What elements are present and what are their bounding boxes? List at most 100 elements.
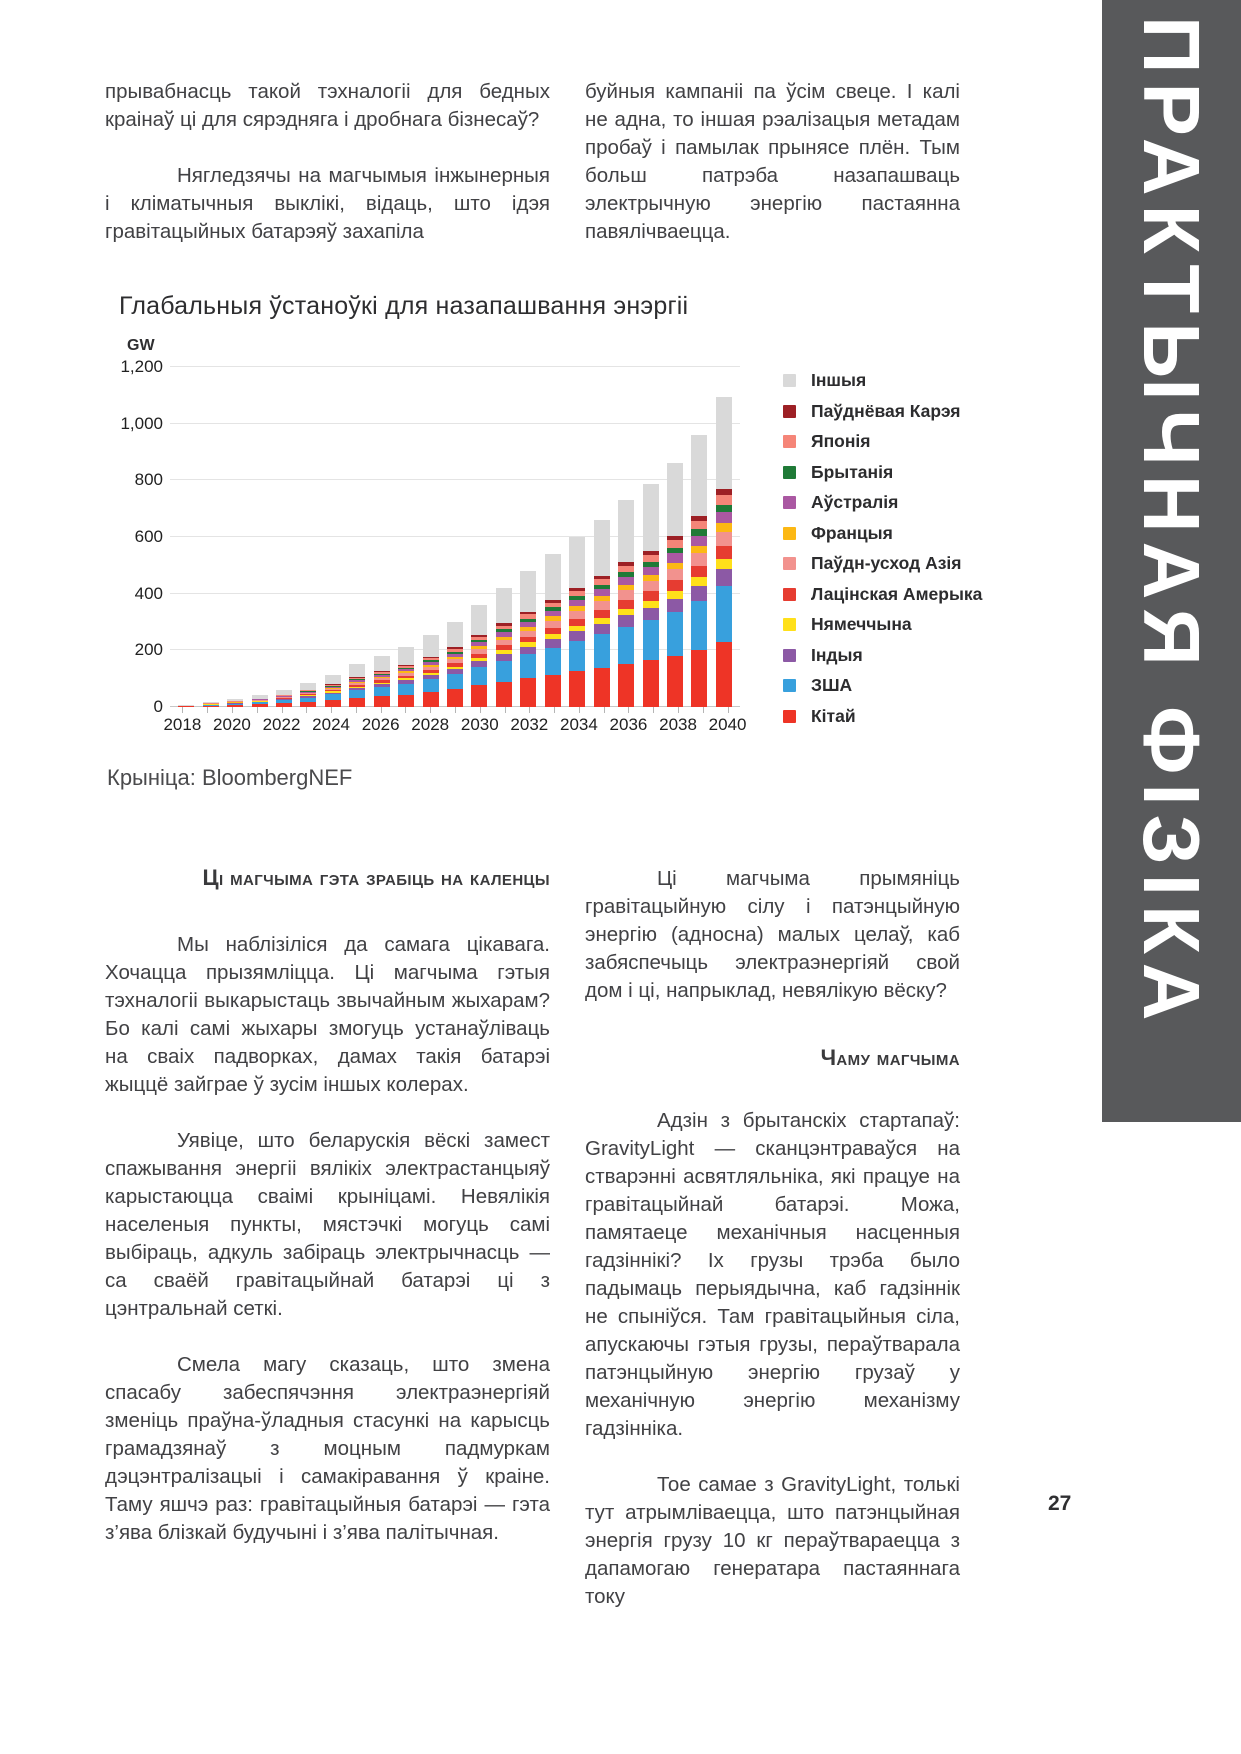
x-axis: 2018 2020 2022 2024 2026 2028 2030 2032 2034 2036…	[163, 707, 747, 737]
bar-segment	[691, 545, 708, 554]
bar-segment	[520, 630, 537, 637]
x-tick-label: 2018	[163, 715, 202, 734]
bar-segment	[398, 665, 415, 668]
bar-segment	[618, 565, 635, 573]
bar-segment	[544, 647, 561, 675]
bar-segment	[593, 575, 610, 580]
gridline	[170, 592, 740, 594]
bar-slot	[394, 367, 418, 707]
bar-segment	[520, 654, 537, 679]
bar-segment	[715, 559, 732, 570]
bar-segment	[373, 671, 390, 672]
legend-label: Францыя	[811, 522, 893, 543]
y-tick-label: 200	[134, 640, 163, 660]
bar-segment	[666, 569, 683, 581]
bar-segment	[471, 667, 488, 686]
legend-swatch	[783, 526, 796, 540]
bar-segment	[520, 678, 537, 707]
bar-segment	[447, 662, 464, 667]
bar-slot	[174, 367, 198, 707]
bar-segment	[300, 692, 317, 694]
bar-segment	[422, 669, 439, 674]
stacked-bar-2025	[349, 664, 366, 707]
bar-segment	[275, 700, 292, 704]
bar-segment	[300, 696, 317, 698]
legend-label: Японія	[811, 431, 871, 451]
bar-segment	[495, 623, 512, 626]
bar-segment	[300, 695, 317, 697]
bar-segment	[422, 664, 439, 667]
bar-segment	[618, 500, 635, 562]
bar-segment	[691, 585, 708, 601]
bar-segment	[495, 682, 512, 707]
legend-item: Індыя	[783, 645, 982, 666]
bar-segment	[447, 658, 464, 663]
y-tick-label: 1,200	[120, 357, 163, 376]
stacked-bar-2018	[178, 705, 195, 707]
bar-slot	[589, 367, 613, 707]
bar-slot	[663, 367, 687, 707]
bar-segment	[422, 675, 439, 680]
bar-segment	[251, 700, 268, 702]
bar-segment	[520, 642, 537, 647]
bar-segment	[569, 631, 586, 641]
rubric-sidebar-band: ПРАКТЫЧНАЯ ФІЗІКА	[1102, 0, 1241, 1122]
bar-segment	[593, 617, 610, 624]
bar-segment	[373, 671, 390, 674]
legend-item: Нямеччына	[783, 614, 982, 635]
bar-segment	[642, 561, 659, 567]
bar-segment	[422, 658, 439, 661]
bar-segment	[715, 494, 732, 505]
bar-segment	[642, 575, 659, 581]
bar-segment	[666, 590, 683, 599]
bar-segment	[544, 554, 561, 600]
bar-slot	[541, 367, 565, 707]
bar-segment	[593, 520, 610, 576]
bar-segment	[251, 694, 268, 699]
bar-segment	[593, 609, 610, 618]
legend-label: Брытанія	[811, 461, 894, 482]
section-left-column: Ці магчыма гэта зрабіць на каленцы Мы на…	[105, 865, 550, 1611]
bar-segment	[715, 531, 732, 547]
x-tick	[603, 707, 605, 713]
bar-segment	[593, 601, 610, 610]
bar-segment	[715, 523, 732, 532]
stacked-bar-2035	[593, 520, 610, 707]
bar-segment	[275, 696, 292, 698]
intro-right-column: буйныя кампаніі па ўсім свеце. І калі не…	[585, 78, 960, 246]
bar-segment	[520, 626, 537, 631]
bar-segment	[691, 535, 708, 546]
bar-segment	[691, 565, 708, 577]
bar-segment	[569, 587, 586, 591]
bar-segment	[642, 566, 659, 576]
bar-segment	[544, 610, 561, 617]
legend-item: Паўднёвая Карэя	[783, 401, 982, 422]
bar-segment	[349, 697, 366, 707]
bar-segment	[324, 694, 341, 701]
section-heading: Чаму магчыма	[820, 1045, 960, 1070]
bar-segment	[471, 648, 488, 654]
page-number: 27	[1048, 1492, 1072, 1515]
bar-segment	[569, 618, 586, 626]
gridline	[170, 536, 740, 537]
bar-segment	[447, 689, 464, 707]
bar-segment	[569, 590, 586, 597]
paragraph: Нягледзячы на магчымыя інжынерныя і клім…	[105, 164, 550, 243]
legend-label: Іншыя	[811, 370, 867, 390]
bar-segment	[642, 600, 659, 608]
stacked-bar-2028	[422, 635, 439, 707]
bar-segment	[471, 653, 488, 659]
bar-segment	[373, 655, 390, 672]
bar-segment	[520, 571, 537, 612]
x-tick	[702, 707, 704, 713]
bar-segment	[544, 634, 561, 640]
bar-segment	[593, 623, 610, 634]
bar-segment	[422, 660, 439, 662]
x-tick	[405, 707, 407, 713]
legend-label: Кітай	[811, 705, 856, 726]
stacked-bar-2026	[373, 655, 390, 707]
legend-label: Паўднёвая Карэя	[811, 400, 961, 421]
bar-segment	[691, 649, 708, 707]
bar-segment	[666, 463, 683, 536]
legend-item: Паўдн-усход Азія	[783, 553, 982, 574]
